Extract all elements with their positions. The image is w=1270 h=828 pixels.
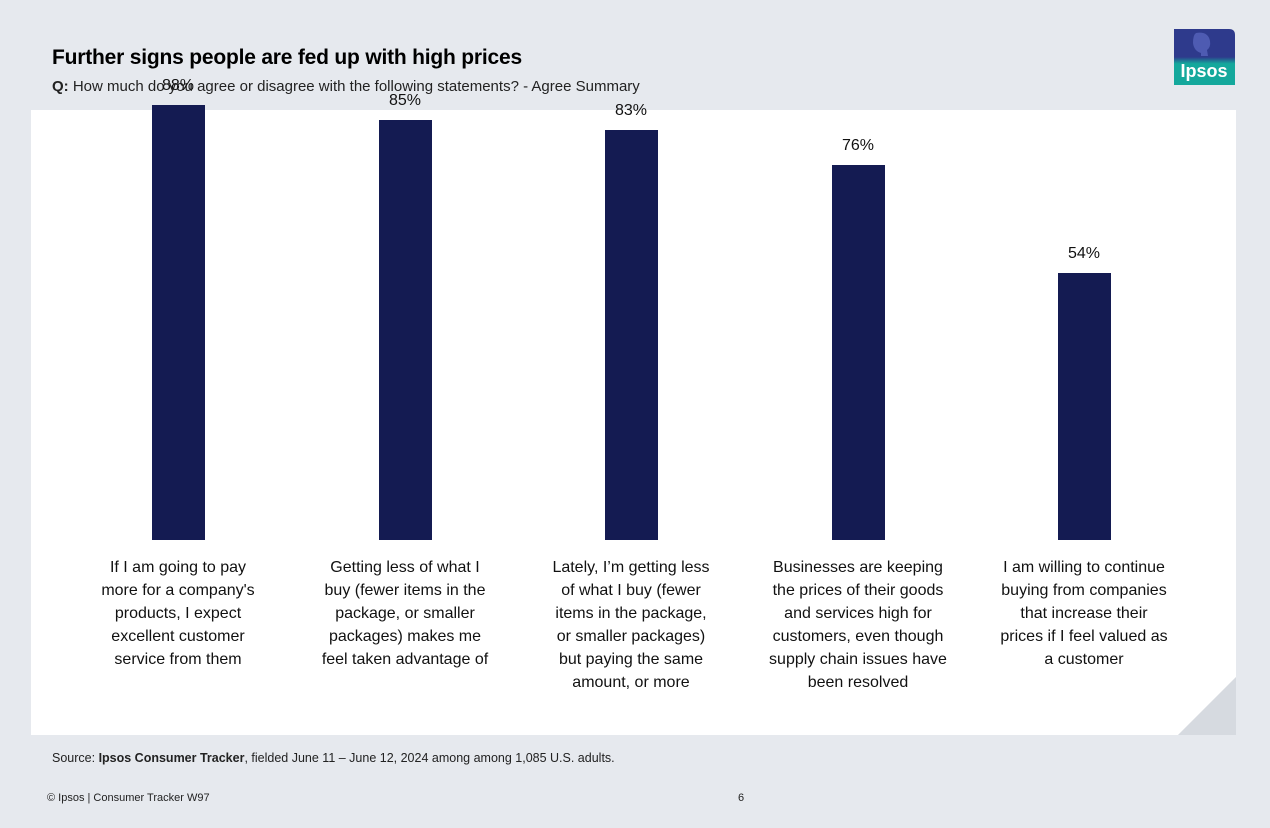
logo-text: Ipsos	[1180, 61, 1227, 81]
question-prefix: Q:	[52, 78, 69, 95]
value-label-4: 76%	[841, 136, 875, 154]
bar-1	[151, 105, 205, 540]
category-label-1: If I am going to pay more for a company's…	[83, 556, 273, 671]
category-label-line: that increase their	[1020, 605, 1148, 622]
category-label-line: buying from companies	[1001, 582, 1167, 599]
category-label-line: prices if I feel valued as	[1000, 628, 1168, 645]
bar-3	[604, 129, 658, 540]
category-label-line: I am willing to continue	[1003, 559, 1165, 576]
question-text: How much do you agree or disagree with t…	[68, 78, 640, 95]
value-label-3: 83%	[614, 101, 648, 119]
category-label-4: Businesses are keeping the prices of thei…	[763, 556, 953, 694]
category-label-line: more for a company's	[101, 582, 255, 599]
category-label-line: products, I expect	[114, 605, 242, 622]
category-label-5: I am willing to continue buying from comp…	[989, 556, 1179, 671]
category-label-line: amount, or more	[572, 674, 690, 691]
source-detail: , fielded June 11 – June 12, 2024 among …	[244, 751, 615, 765]
page-title: Further signs people are fed up with hig…	[52, 46, 522, 69]
category-label-line: buy (fewer items in the	[324, 582, 486, 599]
bar-5	[1057, 273, 1111, 540]
category-label-line: customers, even though	[772, 628, 944, 645]
category-label-line: packages) makes me	[328, 628, 482, 645]
category-label-3: Lately, I’m getting less of what I buy (f…	[536, 556, 726, 694]
category-label-line: feel taken advantage of	[321, 651, 489, 668]
question-subtitle: Q: How much do you agree or disagree wit…	[52, 78, 640, 95]
bar-4	[831, 164, 885, 540]
category-label-line: been resolved	[807, 674, 909, 691]
value-label-2: 85%	[388, 92, 422, 110]
source-name: Ipsos Consumer Tracker	[98, 751, 245, 765]
category-label-line: excellent customer	[111, 628, 245, 645]
category-label-2: Getting less of what I buy (fewer items i…	[310, 556, 500, 671]
source-note: Source: Ipsos Consumer Tracker, fielded …	[52, 751, 615, 765]
category-label-line: package, or smaller	[335, 605, 475, 622]
page-number: 6	[738, 792, 745, 804]
bar-2	[378, 120, 432, 540]
category-label-line: items in the package,	[555, 605, 707, 622]
category-label-line: If I am going to pay	[109, 559, 247, 576]
category-label-line: the prices of their goods	[772, 582, 944, 599]
copyright-footer: © Ipsos | Consumer Tracker W97	[47, 792, 210, 804]
category-label-line: Lately, I’m getting less	[552, 559, 710, 576]
category-label-line: or smaller packages)	[556, 628, 706, 645]
category-label-line: a customer	[1044, 651, 1124, 668]
value-label-5: 54%	[1067, 245, 1101, 263]
category-label-line: supply chain issues have	[769, 651, 947, 668]
category-label-line: and services high for	[784, 605, 932, 622]
ipsos-logo-icon: Ipsos	[1174, 29, 1235, 85]
category-label-line: Businesses are keeping	[773, 559, 943, 576]
value-label-1: 88%	[161, 77, 195, 95]
category-label-line: of what I buy (fewer	[561, 582, 701, 599]
category-label-line: but paying the same	[558, 651, 704, 668]
category-label-line: service from them	[114, 651, 242, 668]
source-prefix: Source:	[52, 751, 99, 765]
category-label-line: Getting less of what I	[330, 559, 480, 576]
